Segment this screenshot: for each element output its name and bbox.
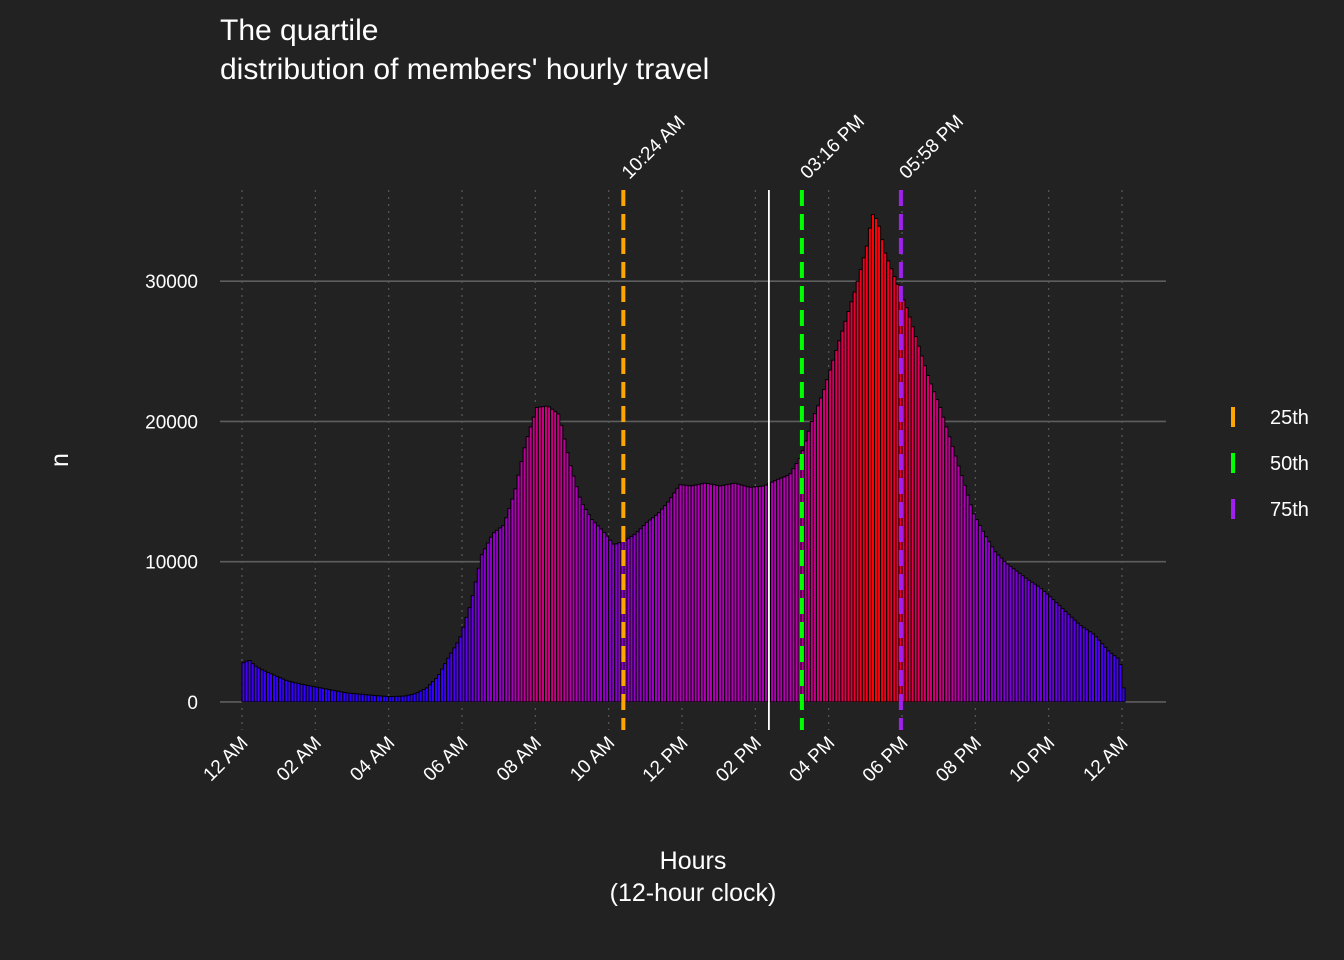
legend: 25th 50th 75th xyxy=(1231,407,1309,521)
y-tick-label: 20000 xyxy=(145,412,198,433)
y-tick-label: 0 xyxy=(187,693,198,714)
x-tick-label: 04 AM xyxy=(346,733,399,786)
x-tick-label: 04 PM xyxy=(786,733,840,787)
x-tick-label: 08 PM xyxy=(932,733,986,787)
legend-label-75th: 75th xyxy=(1270,499,1309,521)
legend-key-75th xyxy=(1231,499,1235,519)
chart-title: The quartile distribution of members' ho… xyxy=(220,14,709,86)
x-tick-label: 06 AM xyxy=(420,733,473,786)
y-axis: 0 10000 20000 30000 xyxy=(145,272,198,714)
x-tick-label: 02 PM xyxy=(712,733,766,787)
legend-key-25th xyxy=(1231,407,1235,427)
x-tick-label: 06 PM xyxy=(859,733,913,787)
x-tick-label: 12 PM xyxy=(639,733,693,787)
bars xyxy=(241,214,1126,703)
y-tick-label: 30000 xyxy=(145,272,198,293)
x-tick-label: 12 AM xyxy=(200,733,253,786)
x-tick-label: 02 AM xyxy=(273,733,326,786)
legend-label-50th: 50th xyxy=(1270,453,1309,475)
x-tick-label: 10 AM xyxy=(566,733,619,786)
x-axis-title-line1: Hours xyxy=(660,847,727,875)
x-axis-title-line2: (12-hour clock) xyxy=(610,879,777,907)
x-tick-label: 08 AM xyxy=(493,733,546,786)
y-tick-label: 10000 xyxy=(145,553,198,574)
x-tick-label: 10 PM xyxy=(1006,733,1060,787)
histogram-bar xyxy=(1118,664,1123,703)
chart-title-line1: The quartile xyxy=(220,14,378,47)
y-axis-title: n xyxy=(46,453,74,467)
quartile-label-75th: 05:58 PM xyxy=(896,111,968,183)
x-axis: 12 AM 02 AM 04 AM 06 AM 08 AM 10 AM 12 PM 02 PM… xyxy=(200,733,1133,787)
quartile-label-50th: 03:16 PM xyxy=(797,111,869,183)
histogram-bar xyxy=(1121,687,1126,703)
x-tick-label: 12 AM xyxy=(1080,733,1133,786)
legend-label-25th: 25th xyxy=(1270,407,1309,429)
legend-key-50th xyxy=(1231,453,1235,473)
quartile-label-25th: 10:24 AM xyxy=(618,112,690,184)
chart-title-line2: distribution of members' hourly travel xyxy=(220,53,709,86)
